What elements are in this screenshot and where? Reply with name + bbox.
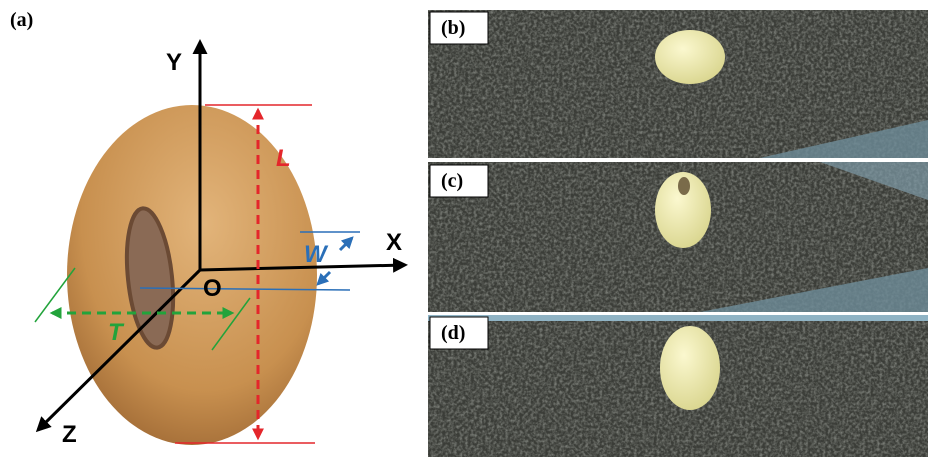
axis-label: Y (166, 49, 182, 76)
panel-c: (c) (428, 162, 928, 312)
dimension-label: L (276, 145, 291, 172)
panel-label: (d) (441, 322, 465, 344)
dimension-label: T (108, 319, 125, 346)
width-arrow (340, 238, 352, 250)
panel-b: (b) (428, 10, 928, 158)
panel-label: (b) (441, 17, 465, 39)
width-arrow (318, 272, 330, 284)
axis-label: Z (62, 421, 77, 448)
origin-label: O (203, 275, 222, 302)
dimension-label: W (304, 241, 329, 268)
panel-a: (a) Y X Z O L W T (10, 9, 405, 448)
axis-label: X (386, 229, 402, 256)
tray-edge (428, 315, 928, 321)
panel-d: (d) (428, 315, 928, 457)
seed (655, 30, 725, 84)
seed-hilum (678, 177, 690, 195)
panel-label: (c) (441, 170, 463, 192)
figure: (a) Y X Z O L W T (b) (c) (d) (0, 0, 932, 459)
seed (660, 326, 720, 410)
panel-label: (a) (10, 9, 33, 31)
